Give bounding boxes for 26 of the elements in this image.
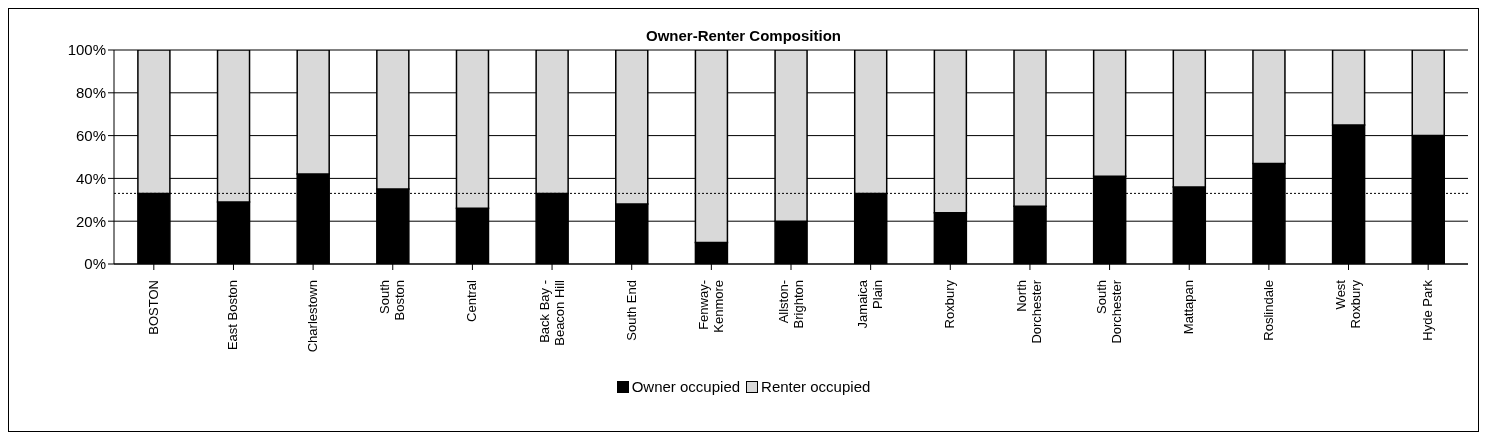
x-tick-label: Mattapan	[1181, 280, 1197, 335]
x-tick-label: Roxbury	[942, 279, 958, 329]
y-tick-label: 20%	[75, 212, 106, 230]
legend-label: Renter occupied	[760, 378, 871, 395]
x-tick-label: Central	[464, 279, 480, 322]
y-tick-label: 80%	[75, 84, 106, 102]
x-tick-label: Back Bay - Beacon Hill	[536, 279, 567, 346]
x-tick-label: South End	[623, 280, 639, 341]
x-tick-label: South Dorchester	[1094, 279, 1125, 344]
chart-title: Owner-Renter Composition	[645, 27, 841, 44]
y-tick-label: 60%	[75, 126, 106, 144]
y-tick-label: 40%	[75, 169, 106, 187]
y-tick-label: 100%	[67, 41, 106, 59]
y-tick-label: 0%	[84, 255, 106, 273]
x-tick-label: Fenway- Kenmore	[695, 280, 726, 333]
x-tick-label: Hyde Park	[1420, 279, 1436, 341]
x-tick-label: Roslindale	[1260, 280, 1276, 341]
x-tick-label: BOSTON	[145, 280, 161, 335]
x-tick-label: Jamaica Plain	[855, 279, 886, 329]
legend-label: Owner occupied	[630, 378, 741, 395]
x-tick-label: North Dorchester	[1014, 279, 1045, 344]
x-tick-label: East Boston	[225, 280, 241, 351]
x-tick-label: Allston- Brighton	[775, 280, 806, 329]
x-tick-label: South Boston	[377, 280, 408, 321]
x-tick-label: Charlestown	[305, 280, 321, 353]
x-tick-label: West Roxbury	[1333, 279, 1364, 329]
